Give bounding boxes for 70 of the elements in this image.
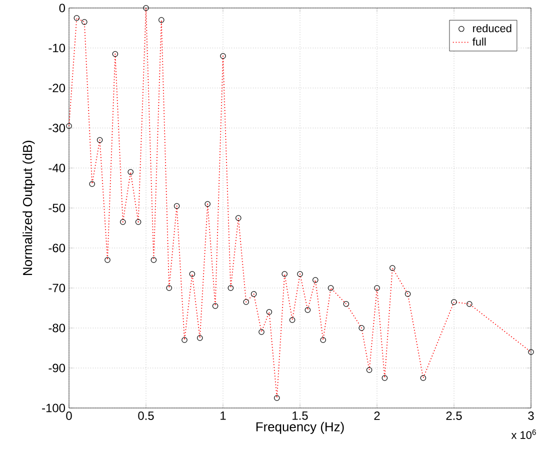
point: [304, 307, 311, 313]
x-tick-label: 1: [220, 412, 226, 420]
point: [312, 277, 318, 283]
point: [89, 181, 95, 187]
point: [96, 137, 103, 143]
y-tick-label: -40: [48, 164, 66, 172]
y-tick-label: -50: [48, 204, 66, 212]
point: [358, 325, 364, 331]
point: [112, 51, 118, 57]
point: [366, 367, 372, 373]
legend-label: full: [472, 38, 486, 46]
point: [150, 257, 157, 263]
point: [297, 271, 303, 277]
x-tick-label: 3: [528, 412, 534, 420]
point: [174, 203, 180, 209]
point: [228, 285, 234, 291]
x-axis-title: Frequency (Hz): [256, 422, 344, 434]
point: [166, 285, 172, 291]
point: [120, 219, 126, 225]
point: [258, 329, 264, 335]
point: [104, 257, 110, 263]
y-tick-label: -80: [48, 324, 66, 332]
x-tick-label: 0.5: [138, 412, 154, 420]
point: [374, 285, 380, 291]
point: [420, 375, 426, 381]
point: [343, 301, 350, 307]
legend-label: reduced: [473, 24, 512, 32]
point: [382, 375, 388, 381]
point: [182, 337, 188, 343]
y-tick-label: -30: [48, 124, 66, 132]
point: [189, 271, 196, 277]
point: [236, 215, 242, 221]
point: [289, 317, 296, 323]
point: [250, 291, 257, 297]
point: [528, 349, 534, 355]
y-tick-label: -20: [48, 84, 66, 92]
y-axis-title: Normalized Output (dB): [22, 140, 35, 275]
text: x 10$^{6}$: [511, 430, 536, 439]
point: [404, 291, 411, 297]
point: [466, 301, 472, 307]
point: [82, 19, 88, 25]
x-tick-label: 0: [66, 412, 72, 420]
point: [390, 265, 396, 271]
point: [128, 169, 134, 175]
point: [320, 337, 326, 343]
y-tick-label: -60: [48, 244, 66, 252]
point: [197, 335, 203, 341]
point: [212, 303, 218, 309]
x-tick-label: 2: [374, 412, 380, 420]
line-series: [68, 8, 532, 398]
point: [135, 219, 142, 225]
point: [451, 299, 457, 305]
x-tick-label: 2.5: [446, 412, 462, 420]
point: [204, 201, 210, 207]
point: [143, 5, 149, 11]
point: [243, 299, 249, 305]
point: [66, 123, 72, 129]
point: [282, 271, 288, 277]
y-tick-label: -90: [48, 364, 66, 372]
y-tick-label: 0: [59, 4, 66, 12]
x-tick-label: 1.5: [292, 412, 308, 420]
y-tick-label: -10: [48, 44, 66, 52]
point: [274, 395, 280, 401]
point: [266, 309, 272, 315]
y-tick-label: -70: [48, 284, 66, 292]
point: [220, 53, 226, 59]
point: [74, 15, 80, 21]
y-tick-label: -100: [42, 404, 66, 412]
point: [328, 285, 334, 291]
point: [158, 17, 164, 23]
